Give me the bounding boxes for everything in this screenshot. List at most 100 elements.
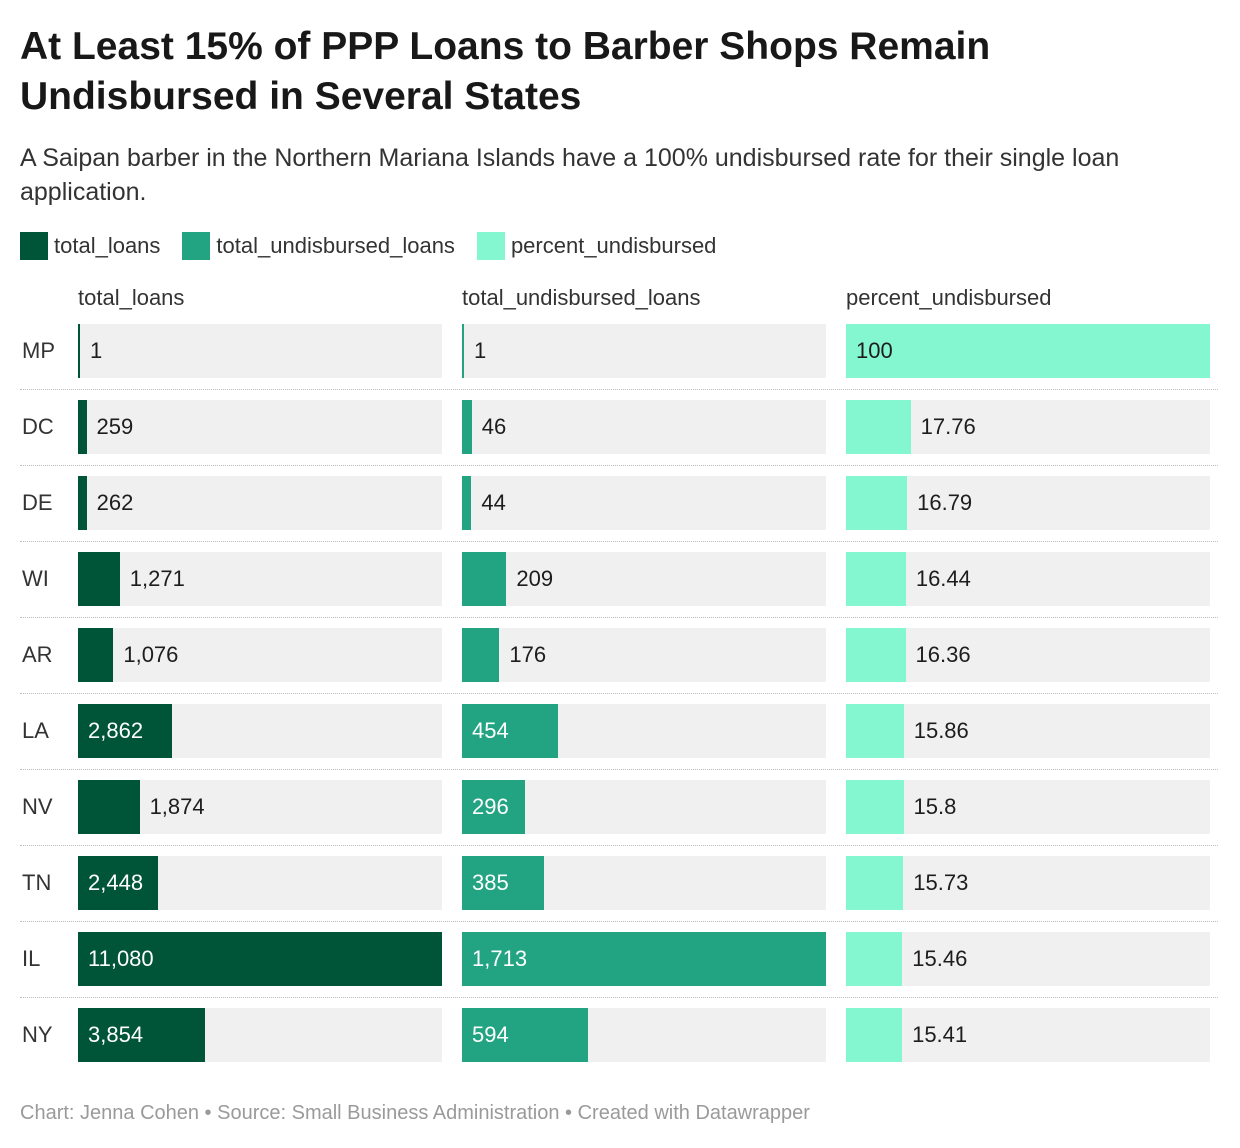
bar-percent-undisbursed-la: [846, 704, 904, 758]
bar-total-loans-tn: [78, 856, 159, 910]
bar-track-percent-undisbursed-ny: 15.41: [846, 1008, 1210, 1062]
row-separator: [20, 769, 1218, 770]
bar-percent-undisbursed-dc: [846, 400, 911, 454]
data-label-total-loans-tn: 2,448: [88, 870, 144, 895]
bar-track-total-loans-la: 2,862: [78, 704, 442, 758]
bar-track-percent-undisbursed-nv: 15.8: [846, 780, 1210, 834]
bar-total-undisbursed-loans-de: [462, 476, 472, 530]
row-separator: [20, 997, 1218, 998]
bar-track-total-undisbursed-loans-mp: 1: [462, 324, 826, 378]
data-label-total-undisbursed-loans-ar: 176: [509, 642, 547, 667]
row-label-il: IL: [22, 946, 41, 971]
bar-track-percent-undisbursed-tn: 15.73: [846, 856, 1210, 910]
data-label-total-undisbursed-loans-wi: 209: [516, 566, 554, 591]
data-label-total-undisbursed-loans-il: 1,713: [472, 946, 528, 971]
data-label-percent-undisbursed-la: 15.86: [913, 718, 969, 743]
data-label-percent-undisbursed-mp: 100: [856, 338, 893, 363]
bar-track-total-loans-il: 11,080: [78, 932, 442, 986]
bar-track-total-undisbursed-loans-de: 44: [462, 476, 826, 530]
bar-total-loans-ny: [78, 1008, 205, 1062]
legend-label-percent-undisbursed: percent_undisbursed: [510, 233, 717, 258]
bar-track-percent-undisbursed-la: 15.86: [846, 704, 1210, 758]
bar-track-total-undisbursed-loans-il: 1,713: [462, 932, 826, 986]
data-label-total-loans-wi: 1,271: [129, 566, 185, 591]
row-separator: [20, 693, 1218, 694]
data-label-total-undisbursed-loans-nv: 296: [472, 794, 509, 819]
bar-total-undisbursed-loans-la: [462, 704, 559, 758]
bar-total-undisbursed-loans-wi: [462, 552, 507, 606]
bar-total-undisbursed-loans-dc: [462, 400, 472, 454]
bar-track-total-undisbursed-loans-ny: 594: [462, 1008, 826, 1062]
bar-track-total-loans-de: 262: [78, 476, 442, 530]
data-label-total-loans-dc: 259: [96, 414, 134, 439]
chart-title: At Least 15% of PPP Loans to Barber Shop…: [20, 25, 991, 118]
row-label-ar: AR: [22, 642, 53, 667]
row-label-dc: DC: [22, 414, 54, 439]
bar-total-loans-dc: [78, 400, 87, 454]
bar-track-total-loans-ny: 3,854: [78, 1008, 442, 1062]
row-label-de: DE: [22, 490, 53, 515]
bar-track-total-loans-nv: 1,874: [78, 780, 442, 834]
bar-track-total-loans-ar: 1,076: [78, 628, 442, 682]
data-label-percent-undisbursed-de: 16.79: [917, 490, 973, 515]
data-label-percent-undisbursed-nv: 15.8: [913, 794, 957, 819]
bar-track-total-undisbursed-loans-nv: 296: [462, 780, 826, 834]
bar-percent-undisbursed-il: [846, 932, 903, 986]
bar-track-total-loans-dc: 259: [78, 400, 442, 454]
bar-track-percent-undisbursed-de: 16.79: [846, 476, 1210, 530]
data-label-total-undisbursed-loans-tn: 385: [472, 870, 509, 895]
row-separator: [20, 541, 1218, 542]
bar-track-total-undisbursed-loans-dc: 46: [462, 400, 826, 454]
row-separator: [20, 845, 1218, 846]
bar-percent-undisbursed-wi: [846, 552, 906, 606]
bar-total-undisbursed-loans-ny: [462, 1008, 589, 1062]
bar-track-total-loans-tn: 2,448: [78, 856, 442, 910]
bar-total-undisbursed-loans-mp: [462, 324, 464, 378]
data-label-total-loans-nv: 1,874: [149, 794, 205, 819]
data-label-total-undisbursed-loans-mp: 1: [474, 338, 487, 363]
data-label-percent-undisbursed-wi: 16.44: [915, 566, 971, 591]
bar-total-undisbursed-loans-il: [462, 932, 826, 986]
bar-track-percent-undisbursed-wi: 16.44: [846, 552, 1210, 606]
data-label-percent-undisbursed-il: 15.46: [912, 946, 968, 971]
bar-percent-undisbursed-ny: [846, 1008, 903, 1062]
bar-total-loans-ar: [78, 628, 114, 682]
data-label-percent-undisbursed-dc: 17.76: [920, 414, 976, 439]
bar-track-total-loans-wi: 1,271: [78, 552, 442, 606]
bar-track-total-undisbursed-loans-la: 454: [462, 704, 826, 758]
bar-total-undisbursed-loans-ar: [462, 628, 500, 682]
legend-label-total-loans: total_loans: [54, 233, 161, 258]
bar-total-undisbursed-loans-tn: [462, 856, 544, 910]
data-label-total-undisbursed-loans-la: 454: [472, 718, 509, 743]
bar-total-undisbursed-loans-nv: [462, 780, 525, 834]
column-header-total-undisbursed-loans: total_undisbursed_loans: [462, 285, 701, 310]
row-label-nv: NV: [22, 794, 53, 819]
data-label-percent-undisbursed-tn: 15.73: [913, 870, 969, 895]
row-separator: [20, 465, 1218, 466]
column-header-percent-undisbursed: percent_undisbursed: [846, 285, 1052, 310]
bar-total-loans-mp: [78, 324, 80, 378]
legend-swatch-percent-undisbursed: [476, 232, 505, 260]
bar-track-total-undisbursed-loans-tn: 385: [462, 856, 826, 910]
bar-percent-undisbursed-nv: [846, 780, 904, 834]
chart-subtitle: A Saipan barber in the Northern Mariana …: [20, 144, 1120, 206]
data-label-percent-undisbursed-ar: 16.36: [915, 642, 971, 667]
bar-track-total-undisbursed-loans-ar: 176: [462, 628, 826, 682]
bar-total-loans-il: [78, 932, 442, 986]
legend: total_loans total_undisbursed_loans perc…: [20, 230, 738, 262]
legend-item-percent-undisbursed: percent_undisbursed: [476, 232, 717, 260]
row-label-la: LA: [22, 718, 49, 743]
bar-total-loans-de: [78, 476, 87, 530]
data-label-total-loans-de: 262: [96, 490, 134, 515]
bar-total-loans-la: [78, 704, 173, 758]
bar-total-loans-wi: [78, 552, 120, 606]
data-label-total-undisbursed-loans-dc: 46: [481, 414, 507, 439]
bar-track-percent-undisbursed-il: 15.46: [846, 932, 1210, 986]
bar-track-percent-undisbursed-dc: 17.76: [846, 400, 1210, 454]
data-label-total-loans-mp: 1: [90, 338, 103, 363]
row-separator: [20, 389, 1218, 390]
row-label-tn: TN: [22, 870, 52, 895]
bar-track-total-undisbursed-loans-wi: 209: [462, 552, 826, 606]
bar-percent-undisbursed-tn: [846, 856, 904, 910]
legend-swatch-total-undisbursed-loans: [182, 232, 211, 260]
